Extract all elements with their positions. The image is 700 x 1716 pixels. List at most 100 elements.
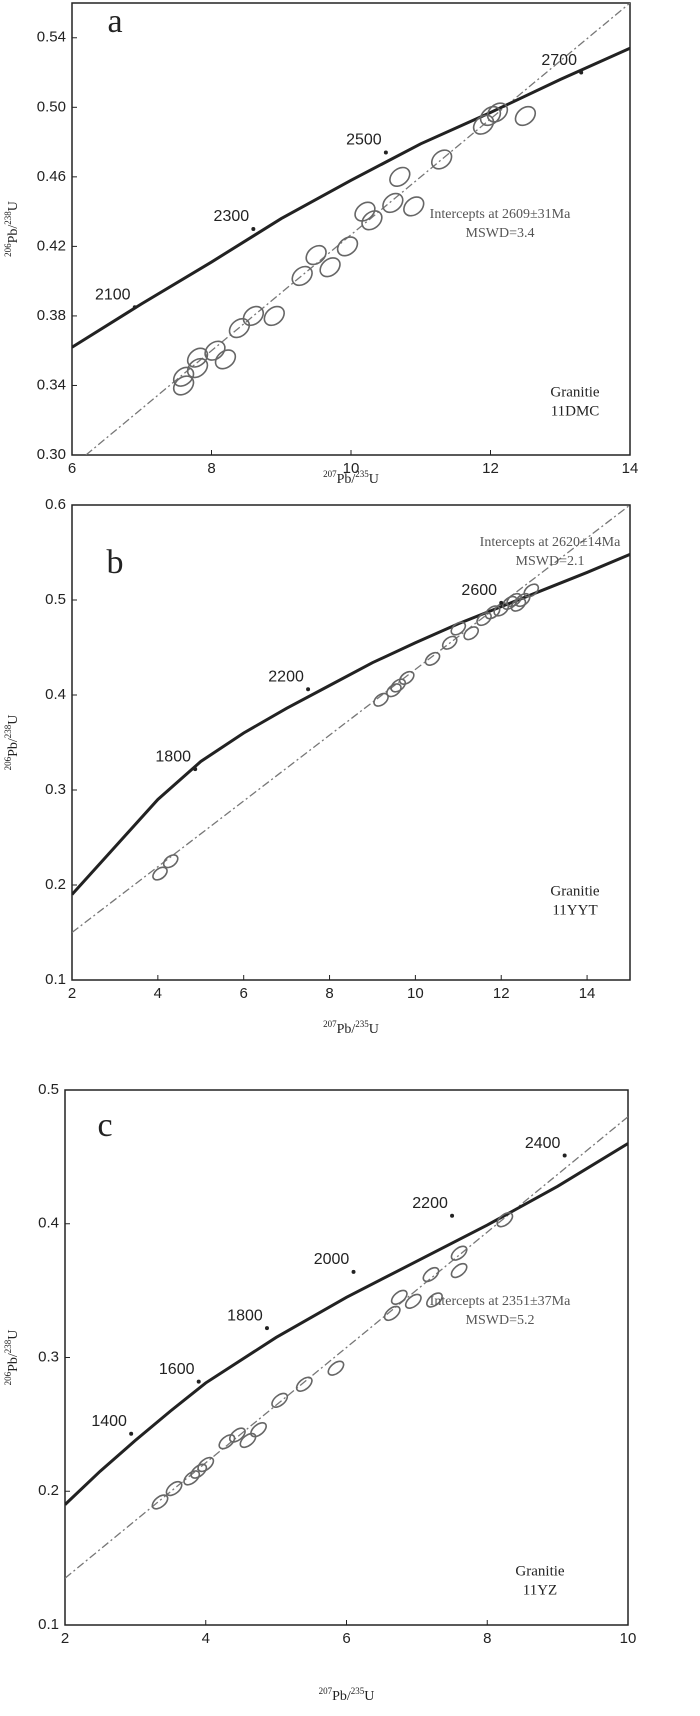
data-ellipse (424, 651, 441, 666)
sample-label: 11YZ (523, 1582, 557, 1598)
data-ellipse (361, 210, 383, 231)
data-ellipse (441, 635, 458, 650)
axis-label-sup: 206 (3, 756, 13, 770)
x-axis-label: 207Pb/235U (323, 1019, 379, 1037)
x-tick-label: 2 (68, 985, 76, 1002)
data-ellipse (484, 605, 501, 620)
y-tick-label: 0.1 (45, 971, 66, 988)
data-ellipse (450, 1262, 468, 1279)
x-tick-label: 8 (483, 1630, 491, 1647)
axis-label-sup: 235 (351, 1686, 365, 1696)
data-ellipse (204, 340, 226, 361)
y-tick-label: 0.50 (37, 98, 66, 115)
sample-label: Granitie (550, 384, 599, 400)
panel-letter: c (97, 1107, 112, 1144)
x-tick-label: 6 (68, 460, 76, 477)
age-mark (383, 150, 388, 155)
axis-label-sup: 206 (3, 243, 13, 257)
data-ellipse (476, 611, 492, 627)
data-ellipse (190, 1463, 208, 1479)
age-label: 2200 (268, 669, 304, 686)
data-ellipse (336, 236, 359, 257)
axis-label-sup: 235 (355, 1019, 369, 1029)
data-ellipse (239, 1432, 257, 1449)
y-tick-label: 0.2 (38, 1482, 59, 1499)
y-tick-label: 0.4 (45, 686, 66, 703)
data-ellipse (472, 114, 495, 135)
age-mark (499, 600, 504, 605)
axis-label-sup: 206 (3, 1371, 13, 1385)
data-ellipse (183, 1470, 201, 1486)
age-label: 1800 (155, 748, 191, 765)
discordia-line (65, 1116, 628, 1579)
plot-area (65, 1116, 628, 1579)
data-ellipse (228, 317, 251, 339)
data-ellipse (263, 305, 285, 327)
data-ellipse (162, 854, 179, 869)
y-tick-label: 0.5 (38, 1081, 59, 1098)
data-ellipse (165, 1480, 183, 1497)
sample-label: Granitie (550, 883, 599, 899)
data-ellipse (463, 626, 480, 641)
y-axis-label: 206Pb/238U (3, 201, 21, 257)
age-label: 1600 (159, 1361, 195, 1378)
data-ellipse (450, 621, 467, 636)
data-ellipse (390, 1289, 408, 1306)
y-tick-label: 0.42 (37, 237, 66, 254)
data-ellipse (250, 1422, 267, 1438)
discordia-line (85, 3, 630, 455)
axis-label-sup: 207 (323, 469, 337, 479)
data-ellipse (228, 1427, 246, 1443)
age-label: 2100 (95, 286, 131, 303)
axis-label-sup: 207 (323, 1019, 337, 1029)
y-axis-label: 206Pb/238U (3, 1330, 21, 1386)
data-ellipse (430, 149, 453, 170)
x-tick-label: 4 (154, 985, 162, 1002)
annotation: MSWD=3.4 (466, 226, 535, 241)
x-tick-label: 6 (240, 985, 248, 1002)
age-mark (251, 227, 256, 231)
axis-label-part: Pb/ (6, 738, 21, 757)
age-mark (193, 767, 198, 772)
x-axis-label: 207Pb/235U (319, 1686, 375, 1704)
axis-label-part: Pb/ (337, 472, 356, 487)
axis-label-part: Pb/ (6, 225, 21, 244)
data-ellipse (152, 866, 168, 881)
age-label: 1400 (91, 1413, 127, 1430)
data-ellipse (523, 583, 540, 598)
axis-label-part: U (6, 715, 21, 725)
axis-label-part: U (369, 472, 379, 487)
plot-frame (64, 1089, 629, 1626)
axis-label-part: U (6, 201, 21, 211)
x-tick-label: 6 (342, 1630, 350, 1647)
sample-label: 11DMC (551, 403, 600, 419)
sample-label: 11YYT (552, 902, 597, 918)
data-ellipse (383, 1305, 401, 1322)
data-ellipse (354, 201, 376, 222)
y-tick-label: 0.2 (45, 876, 66, 893)
data-ellipse (327, 1360, 345, 1376)
axis-label-part: U (369, 1022, 379, 1037)
x-tick-label: 10 (620, 1630, 637, 1647)
data-ellipse (319, 257, 341, 278)
data-ellipse (151, 1494, 169, 1510)
age-label: 2300 (214, 208, 250, 225)
concordia-curve (65, 1142, 628, 1506)
age-label: 2000 (314, 1251, 350, 1268)
data-ellipse (291, 265, 313, 287)
annotation: Intercepts at 2609±31Ma (430, 207, 571, 222)
y-tick-label: 0.38 (37, 307, 66, 324)
y-tick-label: 0.46 (37, 168, 66, 185)
x-tick-label: 14 (622, 460, 639, 477)
axis-label-sup: 235 (355, 469, 369, 479)
axis-label-part: Pb/ (337, 1022, 356, 1037)
x-tick-label: 8 (325, 985, 333, 1002)
axis-label-part: U (6, 1330, 21, 1340)
age-mark (264, 1326, 269, 1331)
data-ellipse (404, 1293, 422, 1310)
x-tick-label: 14 (579, 985, 596, 1002)
age-label: 2200 (412, 1195, 448, 1212)
axis-label-sup: 207 (319, 1686, 333, 1696)
age-mark (562, 1153, 567, 1158)
data-ellipse (496, 1212, 514, 1228)
